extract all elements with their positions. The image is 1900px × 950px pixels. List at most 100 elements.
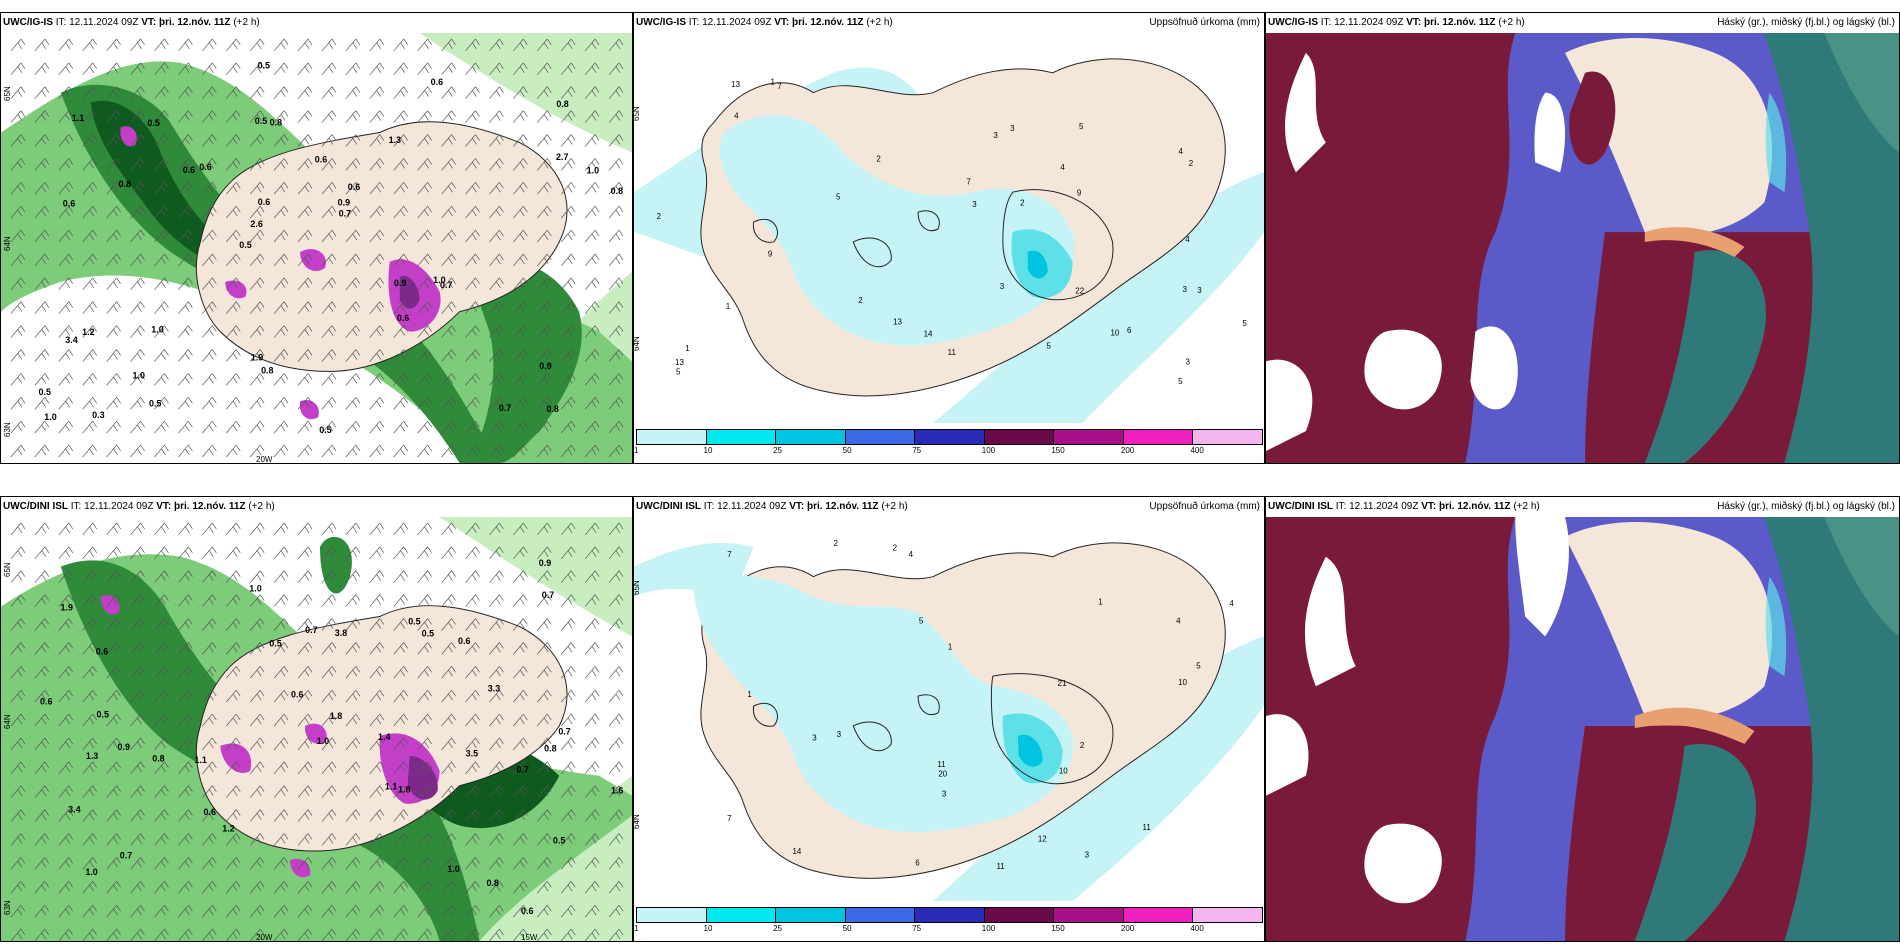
- wind-barb: [249, 570, 265, 583]
- wind-barb: [178, 857, 193, 870]
- wind-barb: [226, 761, 241, 775]
- colorbar-swatch: [914, 429, 985, 445]
- map-value-label: 0.9: [539, 361, 551, 371]
- map-value-label: 3.5: [466, 748, 478, 758]
- map-value-label: 7: [727, 550, 732, 559]
- wind-barb: [393, 86, 409, 99]
- wind-barb: [441, 809, 456, 822]
- it-value: 12.11.2024 09Z: [1334, 17, 1404, 28]
- wind-barb: [249, 618, 265, 631]
- wind-barb: [608, 713, 624, 727]
- wind-barb: [537, 373, 552, 386]
- model-name: UWC/IG-IS: [1268, 17, 1318, 28]
- wind-barb: [513, 38, 528, 52]
- wind-barb: [130, 809, 145, 822]
- wind-barb: [273, 809, 289, 822]
- wind-barb: [154, 373, 169, 386]
- wind-barb: [130, 373, 145, 386]
- wind-barb: [130, 761, 145, 775]
- wind-barb: [465, 301, 480, 314]
- wind-barb: [321, 928, 337, 941]
- wind-barb: [345, 134, 361, 147]
- map-value-label: 0.5: [553, 836, 565, 846]
- wind-barb: [369, 928, 385, 941]
- wind-map-svg: 0.80.60.80.51.30.30.50.61.20.60.51.00.80…: [1, 33, 632, 463]
- wind-barb: [202, 397, 217, 410]
- wind-barb: [106, 277, 121, 291]
- wind-barb: [178, 570, 193, 583]
- wind-barb: [58, 62, 74, 76]
- colorbar-tick-label: 75: [912, 446, 922, 455]
- wind-barb: [82, 110, 97, 123]
- wind-barb: [82, 158, 97, 171]
- map-value-label: 14: [792, 847, 801, 856]
- lat-label: 65N: [633, 580, 641, 595]
- wind-barb: [321, 62, 337, 76]
- wind-barb: [249, 666, 265, 679]
- wind-barb: [297, 301, 313, 314]
- map-value-label: 0.6: [458, 636, 470, 646]
- wind-barb: [417, 253, 432, 267]
- wind-barb: [345, 713, 361, 727]
- wind-barb: [489, 809, 504, 822]
- wind-barb: [82, 928, 97, 941]
- wind-barb: [345, 229, 361, 243]
- wind-barb: [513, 86, 528, 99]
- wind-barb: [537, 594, 552, 607]
- wind-barb: [393, 205, 409, 219]
- wind-barb: [130, 522, 145, 536]
- wind-barb: [154, 277, 169, 291]
- wind-barb: [178, 642, 193, 655]
- wind-barb: [178, 785, 193, 798]
- wind-barb: [537, 642, 552, 655]
- wind-barb: [82, 761, 97, 775]
- wind-barb: [608, 666, 624, 679]
- it-value: 12.11.2024 09Z: [69, 17, 139, 28]
- wind-barb: [369, 62, 385, 76]
- wind-barb: [178, 666, 193, 679]
- wind-barb: [489, 689, 504, 703]
- wind-barb: [465, 785, 480, 798]
- wind-barb: [369, 570, 385, 583]
- wind-barb: [202, 642, 217, 655]
- wind-barb: [465, 833, 480, 846]
- wind-barb: [297, 205, 313, 219]
- map-value-label: 13: [731, 80, 740, 89]
- wind-barb: [178, 594, 193, 607]
- wind-barb: [226, 809, 241, 822]
- wind-barb: [58, 38, 74, 52]
- wind-barb: [130, 253, 145, 267]
- wind-barb: [513, 349, 528, 362]
- wind-barb: [10, 134, 26, 147]
- map-value-label: 10: [1178, 678, 1187, 687]
- wind-barb: [608, 522, 624, 536]
- wind-barb: [178, 522, 193, 536]
- wind-barb: [226, 397, 241, 410]
- wind-barb: [226, 881, 241, 894]
- wind-barb: [202, 594, 217, 607]
- wind-map: 0.6 0.9 1.1 1.9 0.5 0.6 0.7 1.1 0.6 0.7 0.5 0.8 1.2 1…: [1, 517, 632, 941]
- wind-barb: [273, 110, 289, 123]
- wind-barb: [321, 158, 337, 171]
- colorbar-swatch: [914, 907, 985, 923]
- wind-barb: [178, 86, 193, 99]
- wind-barb: [465, 761, 480, 775]
- wind-barb: [345, 570, 361, 583]
- wind-barb: [106, 349, 121, 362]
- wind-barb: [82, 420, 97, 434]
- wind-barb: [178, 373, 193, 386]
- lat-label: 65N: [3, 86, 12, 101]
- wind-barb: [82, 86, 97, 99]
- wind-barb: [441, 110, 456, 123]
- wind-barb: [417, 86, 432, 99]
- vt-label: VT:: [774, 17, 790, 28]
- wind-barb: [10, 253, 26, 267]
- wind-barb: [106, 689, 121, 703]
- wind-barb: [10, 785, 26, 798]
- wind-barb: [178, 904, 193, 918]
- wind-barb: [154, 444, 169, 458]
- wind-barb: [560, 737, 576, 751]
- wind-barb: [441, 397, 456, 410]
- wind-barb: [321, 134, 337, 147]
- wind-barb: [513, 301, 528, 314]
